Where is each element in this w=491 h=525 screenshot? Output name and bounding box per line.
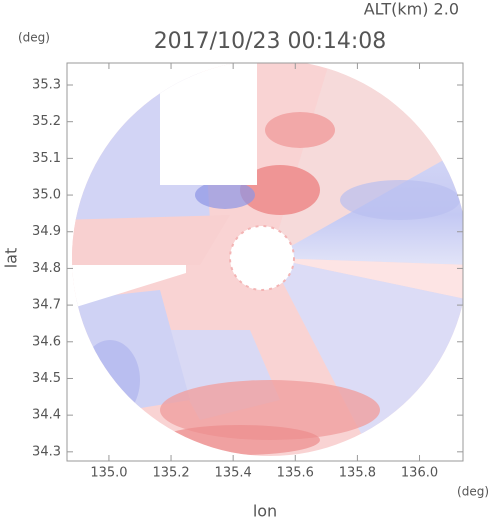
y-tick-label: 35.0 [32, 188, 61, 203]
y-tick-label: 34.5 [32, 371, 61, 386]
x-tick-label: 135.4 [215, 466, 252, 481]
x-tick-label: 135.0 [90, 466, 127, 481]
y-axis-label: lat [2, 248, 21, 269]
x-axis-label: lon [253, 502, 277, 521]
x-tick-label: 135.8 [339, 466, 376, 481]
y-unit: (deg) [18, 31, 50, 45]
y-tick-label: 35.1 [32, 151, 61, 166]
plot-frame [66, 62, 464, 462]
altitude-label: ALT(km) 2.0 [364, 0, 459, 19]
chart-title: 2017/10/23 00:14:08 [154, 29, 387, 54]
x-unit: (deg) [457, 485, 489, 499]
y-tick-label: 34.3 [32, 444, 61, 459]
y-tick-label: 34.9 [32, 224, 61, 239]
y-tick-label: 35.2 [32, 114, 61, 129]
y-tick-label: 34.4 [32, 408, 61, 423]
y-tick-label: 34.8 [32, 261, 61, 276]
x-tick-label: 136.0 [401, 466, 438, 481]
y-tick-label: 35.3 [32, 78, 61, 93]
y-tick-label: 34.7 [32, 298, 61, 313]
x-tick-label: 135.6 [277, 466, 314, 481]
y-tick-label: 34.6 [32, 334, 61, 349]
radar-image [72, 63, 463, 456]
x-tick-label: 135.2 [152, 466, 189, 481]
